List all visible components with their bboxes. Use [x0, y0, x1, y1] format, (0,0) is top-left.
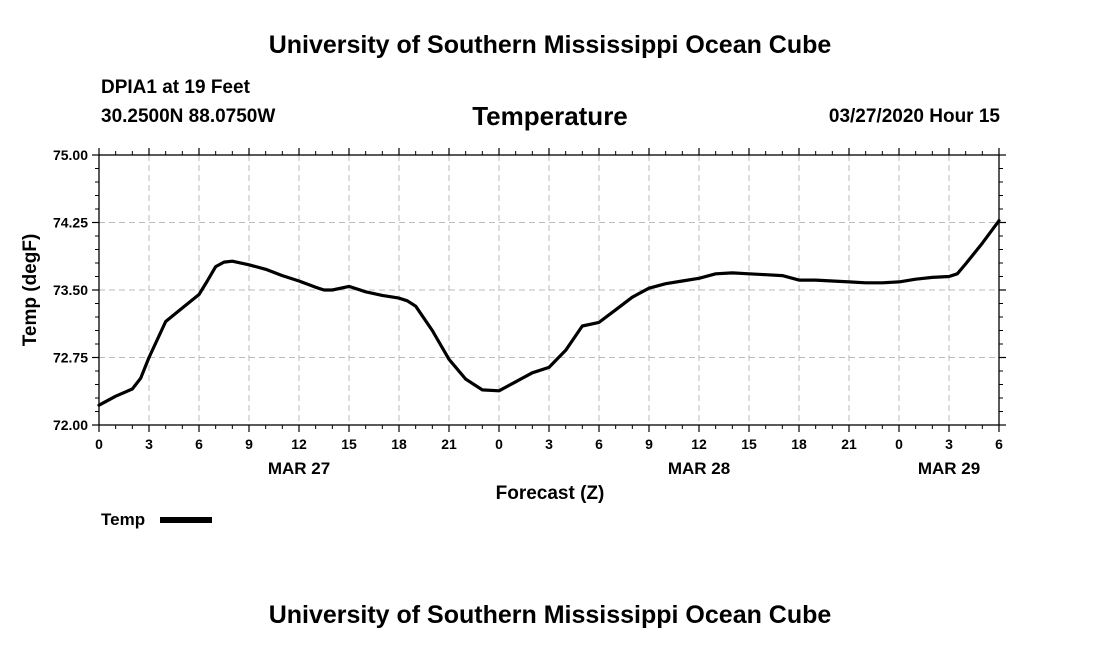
page-title-bottom: University of Southern Mississippi Ocean… [268, 601, 832, 629]
x-tick-label: 3 [145, 436, 153, 452]
date-label: MAR 28 [668, 459, 730, 478]
series-line-temp [97, 219, 1001, 407]
x-axis-label: Forecast (Z) [495, 483, 605, 504]
x-tick-label: 21 [441, 436, 457, 452]
x-tick-label: 9 [245, 436, 253, 452]
page-title-top: University of Southern Mississippi Ocean… [268, 31, 832, 59]
x-tick-label: 0 [495, 436, 503, 452]
date-label: MAR 29 [918, 459, 980, 478]
x-tick-label: 3 [545, 436, 553, 452]
date-label: MAR 27 [268, 459, 330, 478]
chart-title: Temperature [472, 101, 628, 131]
y-tick-label: 73.50 [53, 282, 88, 298]
y-tick-label: 72.75 [53, 350, 88, 366]
grid [99, 155, 999, 425]
station-label: DPIA1 at 19 Feet [101, 77, 250, 98]
x-tick-label: 15 [341, 436, 357, 452]
x-tick-label: 0 [95, 436, 103, 452]
y-axis-label: Temp (degF) [20, 234, 41, 347]
x-tick-label: 18 [791, 436, 807, 452]
run-time-label: 03/27/2020 Hour 15 [828, 106, 1000, 127]
x-tick-label: 0 [895, 436, 903, 452]
series-layer [97, 219, 1001, 407]
x-tick-label: 12 [691, 436, 707, 452]
x-tick-label: 6 [595, 436, 603, 452]
x-tick-label: 12 [291, 436, 307, 452]
y-tick-label: 75.00 [53, 147, 88, 163]
x-tick-label: 6 [195, 436, 203, 452]
x-tick-label: 3 [945, 436, 953, 452]
x-tick-label: 6 [995, 436, 1003, 452]
x-tick-label: 21 [841, 436, 857, 452]
x-tick-label: 15 [741, 436, 757, 452]
axes: 0 3 6 9 12 15 18 21 0 3 6 9 12 15 18 21 0 3 6 72.00 72.75 73.… [20, 147, 1006, 478]
legend-swatch [160, 517, 212, 523]
y-tick-label: 74.25 [53, 215, 88, 231]
x-tick-label: 9 [645, 436, 653, 452]
legend-label: Temp [101, 510, 146, 529]
x-tick-label: 18 [391, 436, 407, 452]
location-label: 30.2500N 88.0750W [101, 106, 276, 127]
y-tick-label: 72.00 [53, 417, 88, 433]
